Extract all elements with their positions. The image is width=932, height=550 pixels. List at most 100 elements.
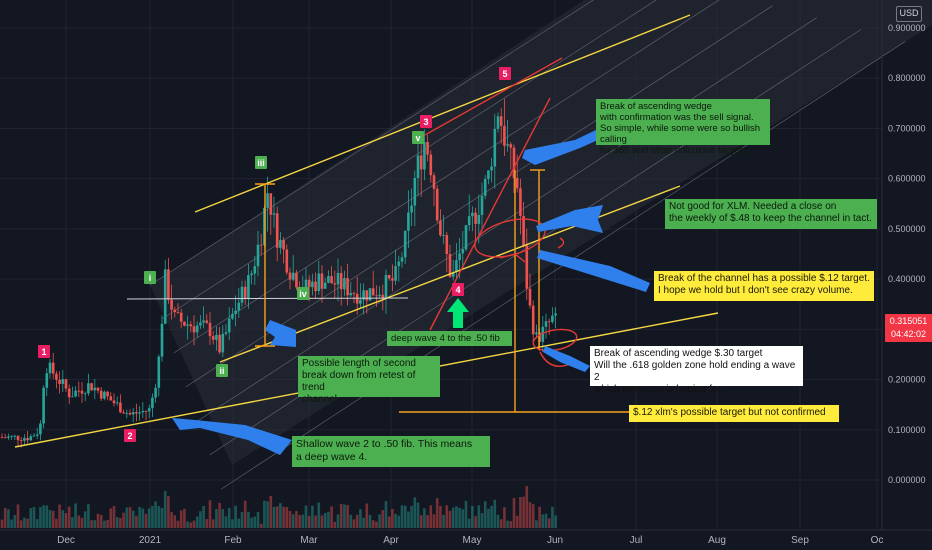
candle-body [439, 220, 442, 236]
volume-bar [55, 518, 58, 528]
candle-body [362, 290, 365, 300]
candle-body [48, 362, 52, 374]
last-price-value: 0.315051 [889, 316, 928, 326]
candle-body [535, 332, 538, 335]
candle-body [397, 261, 401, 267]
candle-body [67, 388, 71, 398]
candle-body [39, 423, 42, 435]
volume-bar [96, 513, 100, 528]
volume-bar [538, 506, 541, 528]
volume-bar [288, 510, 292, 528]
candle-body [317, 273, 321, 292]
volume-bar [307, 515, 311, 528]
volume-bar [275, 506, 279, 528]
volume-bar [496, 514, 500, 528]
volume-bar [458, 507, 461, 528]
volume-bar [208, 500, 212, 528]
volume-bar [32, 507, 36, 528]
candle-body [407, 212, 410, 231]
candle-body [173, 309, 177, 313]
volume-bar [487, 508, 490, 528]
y-tick-label: 0.000000 [888, 475, 926, 485]
volume-bar [506, 520, 509, 528]
volume-bar [301, 514, 305, 528]
volume-bar [3, 507, 7, 528]
candle-body [16, 435, 20, 441]
note-shallow-wave2: Shallow wave 2 to .50 fib. This means a … [292, 436, 490, 467]
candle-body [170, 299, 173, 310]
candle-body [515, 177, 519, 189]
candle-body [80, 390, 84, 394]
volume-bar [519, 497, 522, 528]
y-tick-label: 0.500000 [888, 224, 926, 234]
candle-body [167, 269, 170, 300]
arrow-channel-break [537, 250, 650, 292]
candle-body [202, 320, 205, 323]
wave-label-bg [499, 67, 511, 80]
candle-body [29, 436, 33, 441]
volume-bar [58, 504, 61, 528]
currency-label[interactable]: USD [896, 6, 922, 22]
volume-bar [154, 501, 157, 528]
candle-body [64, 379, 68, 389]
candle-body [381, 294, 385, 298]
volume-bar [269, 495, 273, 528]
candle-body [259, 244, 263, 246]
wave-label-bg [420, 115, 432, 128]
wave-label-text: v [415, 133, 420, 143]
volume-bar [400, 505, 404, 528]
candle-body [103, 391, 106, 399]
candle-body [333, 283, 337, 285]
note-possible-target: $.12 xlm's possible target but not confi… [629, 405, 839, 422]
volume-bar [256, 512, 260, 528]
candle-body [493, 128, 497, 167]
note-wedge-target: Break of ascending wedge $.30 target Wil… [590, 346, 803, 395]
note-second-break: Possible length of second break down fro… [298, 356, 440, 405]
volume-bar [384, 501, 388, 528]
volume-bar [176, 520, 180, 528]
candle-body [144, 410, 148, 412]
candle-body [176, 312, 180, 313]
volume-bar [83, 511, 87, 528]
y-tick-label: 0.800000 [888, 73, 926, 83]
arrow-second-break [265, 320, 296, 347]
candle-body [314, 281, 317, 292]
volume-bar [131, 510, 135, 528]
candle-body [138, 412, 141, 414]
candle-body [291, 272, 295, 280]
candle-body [77, 390, 81, 392]
candle-body [346, 278, 349, 296]
candle-body [125, 412, 129, 414]
candle-body [55, 373, 58, 380]
volume-bar [23, 517, 26, 528]
volume-bar [240, 512, 244, 528]
candle-body [58, 379, 61, 384]
x-axis: Dec 2021 Feb Mar Apr May Jun Jul Aug Sep Oc [0, 529, 932, 546]
volume-bar [211, 519, 215, 528]
candle-body [115, 402, 119, 404]
candle-body [256, 244, 260, 267]
candle-body [368, 288, 372, 301]
candle-body [432, 175, 436, 189]
volume-bar [295, 511, 298, 528]
volume-bar [215, 508, 218, 528]
candle-body [445, 235, 449, 255]
volume-bar [106, 519, 109, 528]
candle-body [512, 147, 516, 178]
volume-bar [218, 502, 221, 528]
volume-bar [35, 519, 39, 528]
volume-bar [551, 506, 554, 528]
volume-bar [439, 506, 442, 528]
candle-body [112, 400, 116, 404]
candle-body [119, 402, 122, 413]
candle-body [416, 155, 420, 179]
volume-bar [455, 506, 458, 528]
volume-bar [167, 496, 170, 528]
volume-bar [186, 521, 189, 528]
candle-body [96, 387, 100, 391]
candle-body [458, 253, 461, 261]
candle-body [23, 438, 26, 441]
volume-bar [461, 509, 465, 528]
volume-bar [234, 505, 237, 528]
